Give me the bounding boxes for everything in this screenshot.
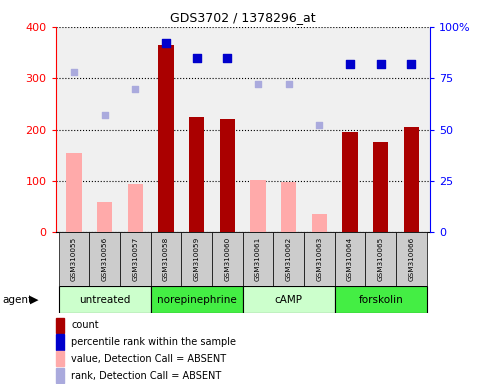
Text: GSM310059: GSM310059 — [194, 237, 199, 281]
Bar — [250, 180, 266, 232]
Bar — [366, 232, 396, 286]
Point — [70, 69, 78, 75]
Text: GSM310061: GSM310061 — [255, 237, 261, 281]
Point — [408, 61, 415, 67]
Bar — [151, 232, 181, 286]
Bar — [404, 127, 419, 232]
Text: GSM310056: GSM310056 — [101, 237, 108, 281]
Bar — [281, 182, 297, 232]
Bar — [158, 45, 174, 232]
Text: ▶: ▶ — [30, 295, 39, 305]
Text: untreated: untreated — [79, 295, 130, 305]
Bar — [243, 232, 273, 286]
Bar — [335, 232, 366, 286]
Text: forskolin: forskolin — [358, 295, 403, 305]
Bar — [128, 184, 143, 232]
Bar — [342, 132, 358, 232]
Bar — [58, 286, 151, 313]
Point — [193, 55, 200, 61]
Bar — [220, 119, 235, 232]
Bar — [243, 286, 335, 313]
Text: GSM310057: GSM310057 — [132, 237, 138, 281]
Text: GSM310062: GSM310062 — [286, 237, 292, 281]
Text: value, Detection Call = ABSENT: value, Detection Call = ABSENT — [71, 354, 227, 364]
Point — [162, 40, 170, 46]
Text: GSM310055: GSM310055 — [71, 237, 77, 281]
Bar — [97, 202, 113, 232]
Text: norepinephrine: norepinephrine — [157, 295, 237, 305]
Title: GDS3702 / 1378296_at: GDS3702 / 1378296_at — [170, 11, 315, 24]
Text: GSM310063: GSM310063 — [316, 237, 323, 281]
Point — [254, 81, 262, 88]
Text: GSM310064: GSM310064 — [347, 237, 353, 281]
Point — [346, 61, 354, 67]
Bar — [89, 232, 120, 286]
Bar — [273, 232, 304, 286]
Point — [377, 61, 384, 67]
Bar — [212, 232, 243, 286]
Text: cAMP: cAMP — [275, 295, 303, 305]
Bar — [304, 232, 335, 286]
Text: count: count — [71, 320, 99, 330]
Point — [315, 122, 323, 129]
Point — [224, 55, 231, 61]
Bar — [335, 286, 427, 313]
Text: percentile rank within the sample: percentile rank within the sample — [71, 337, 237, 347]
Bar — [373, 142, 388, 232]
Point — [285, 81, 293, 88]
Text: agent: agent — [2, 295, 32, 305]
Bar — [151, 286, 243, 313]
Point — [101, 112, 109, 118]
Bar — [312, 214, 327, 232]
Bar — [396, 232, 427, 286]
Bar — [189, 117, 204, 232]
Bar — [58, 232, 89, 286]
Text: GSM310065: GSM310065 — [378, 237, 384, 281]
Text: rank, Detection Call = ABSENT: rank, Detection Call = ABSENT — [71, 371, 222, 381]
Text: GSM310060: GSM310060 — [225, 237, 230, 281]
Bar — [66, 153, 82, 232]
Text: GSM310058: GSM310058 — [163, 237, 169, 281]
Point — [131, 85, 139, 91]
Bar — [181, 232, 212, 286]
Text: GSM310066: GSM310066 — [409, 237, 414, 281]
Bar — [120, 232, 151, 286]
